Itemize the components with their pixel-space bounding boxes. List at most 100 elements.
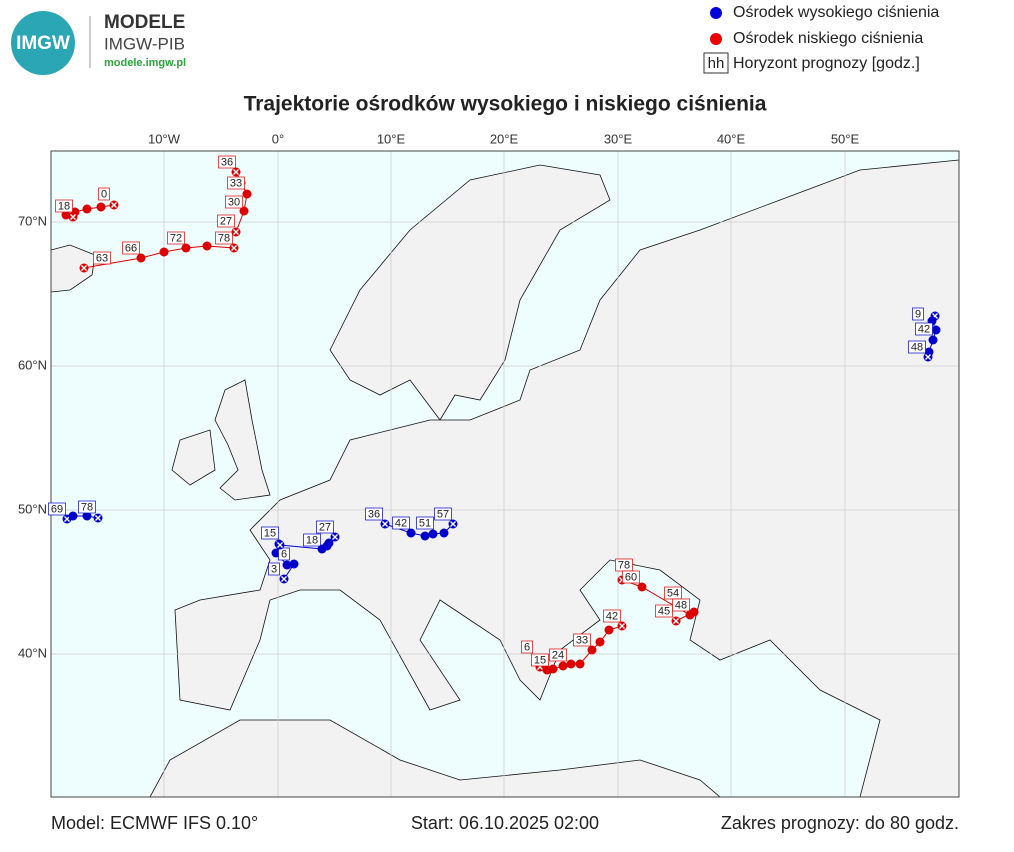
horizon-label: 15 — [264, 527, 276, 539]
footer-start: Start: 06.10.2025 02:00 — [411, 813, 599, 833]
cross-marker — [281, 576, 287, 582]
cross-marker — [70, 214, 76, 220]
legend-box — [703, 52, 729, 74]
trajectory: 6 15 24 33 42 — [521, 609, 627, 675]
trajectory: 63 66 72 78 — [79, 231, 239, 273]
horizon-box — [416, 516, 434, 530]
center-marker — [282, 560, 292, 570]
center-marker — [439, 528, 449, 538]
horizon-label: 48 — [675, 599, 687, 611]
center-marker — [82, 511, 92, 521]
horizon-box — [225, 195, 243, 209]
horizon-label: 45 — [658, 605, 670, 617]
horizon-box — [316, 520, 334, 534]
horizon-box — [672, 598, 690, 612]
trajectory: 9 42 48 — [908, 307, 941, 362]
lat-label: 50°N — [18, 501, 47, 516]
ireland — [171, 429, 216, 486]
center-marker — [587, 645, 597, 655]
horizon-box — [434, 507, 452, 521]
center-marker — [406, 528, 416, 538]
horizon-label: 0 — [101, 188, 107, 200]
center-marker — [604, 625, 614, 635]
horizon-box — [98, 187, 110, 201]
trajectory: 69 78 — [48, 500, 103, 524]
horizon-box — [122, 241, 140, 255]
scandinavia — [329, 164, 611, 421]
horizon-label: 33 — [230, 177, 242, 189]
horizon-box — [93, 251, 111, 265]
legend-low-marker — [710, 33, 722, 45]
trajectory-line — [83, 245, 235, 269]
horizon-box — [278, 547, 290, 561]
map-title: Trajektorie ośrodków wysokiego i niskieg… — [244, 93, 767, 116]
logo-text: IMGW — [16, 33, 70, 54]
legend: Ośrodek wysokiego ciśnienia Ośrodek nisk… — [703, 4, 939, 74]
cross-marker — [95, 515, 101, 521]
horizon-box — [531, 653, 549, 667]
horizon-label: 18 — [306, 534, 318, 546]
horizon-label: 72 — [170, 232, 182, 244]
legend-label: Horyzont prognozy [godz.] — [733, 55, 920, 72]
horizon-label: 36 — [221, 156, 233, 168]
header-url: modele.imgw.pl — [104, 57, 186, 69]
lon-label: 10°E — [377, 131, 406, 146]
center-marker — [289, 559, 299, 569]
horizon-box — [218, 155, 236, 169]
horizon-label: 27 — [319, 521, 331, 533]
horizon-box — [268, 562, 280, 576]
lon-label: 10°W — [148, 131, 181, 146]
horizon-box — [215, 231, 233, 245]
cross-marker — [277, 542, 283, 548]
footer-range: Zakres prognozy: do 80 godz. — [721, 813, 959, 833]
legend-label: Ośrodek niskiego ciśnienia — [733, 30, 923, 47]
horizon-label: 51 — [419, 517, 431, 529]
center-marker — [637, 582, 647, 592]
horizon-label: 78 — [81, 501, 93, 513]
horizon-label: 6 — [281, 548, 287, 560]
lat-label: 40°N — [18, 645, 47, 660]
horizon-box — [915, 322, 933, 336]
horizon-label: 57 — [437, 508, 449, 520]
center-marker — [202, 241, 212, 251]
horizon-box — [227, 176, 245, 190]
center-marker — [96, 202, 106, 212]
horizon-box — [392, 516, 410, 530]
center-marker — [242, 189, 252, 199]
cross-marker — [81, 265, 87, 271]
horizon-label: 78 — [218, 232, 230, 244]
center-marker — [239, 206, 249, 216]
cross-marker — [619, 623, 625, 629]
lat-label: 60°N — [18, 357, 47, 372]
graticule: 10°W 0° 10°E 20°E 30°E 40°E 50°E 70°N 60°N 50°N 40… — [18, 131, 959, 797]
cross-marker — [111, 202, 117, 208]
horizon-label: 24 — [552, 649, 564, 661]
horizon-label: 42 — [918, 323, 930, 335]
trajectory: 0 18 — [55, 187, 119, 222]
center-marker — [575, 659, 585, 669]
cross-marker — [233, 229, 239, 235]
cross-marker — [382, 521, 388, 527]
horizon-box — [603, 609, 621, 623]
trajectory: 36 15 — [261, 526, 299, 584]
horizon-label: 36 — [368, 508, 380, 520]
center-marker — [82, 204, 92, 214]
center-marker — [159, 247, 169, 257]
horizon-label: 42 — [606, 610, 618, 622]
britain — [214, 379, 271, 501]
center-marker — [928, 335, 938, 345]
center-marker — [136, 253, 146, 263]
horizon-label: 78 — [618, 559, 630, 571]
horizon-box — [912, 307, 924, 321]
horizon-label: 63 — [96, 252, 108, 264]
cross-marker — [450, 521, 456, 527]
cross-marker — [231, 245, 237, 251]
horizon-label: 60 — [625, 571, 637, 583]
cross-marker — [925, 354, 931, 360]
lon-label: 0° — [272, 131, 284, 146]
mainland — [174, 151, 959, 797]
land — [51, 151, 959, 797]
